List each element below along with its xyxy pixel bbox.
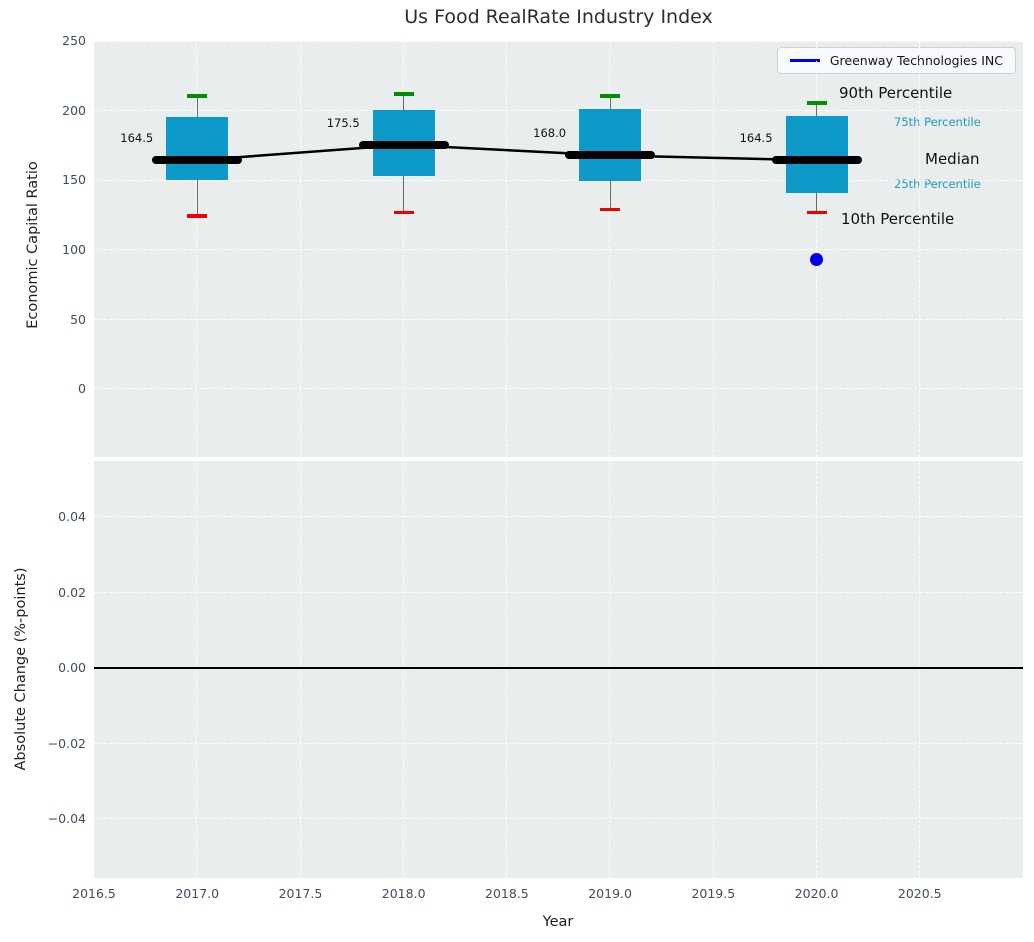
top-axes: Greenway Technologies INC 90th Percentil… [93, 40, 1023, 457]
bottom-y-tick-label: −0.02 [47, 735, 86, 751]
zero-line [94, 667, 1023, 669]
x-tick-label: 2019.5 [691, 886, 736, 901]
gridline-horizontal [94, 179, 1023, 181]
bottom-y-tick-label: 0.00 [58, 660, 86, 676]
legend-label: Greenway Technologies INC [829, 53, 1003, 68]
cap-10th-percentile [187, 214, 208, 218]
cap-10th-percentile [600, 207, 621, 212]
annotation-75th-percentile: 75th Percentile [894, 115, 981, 129]
gridline-vertical [815, 41, 817, 457]
gridline-horizontal [94, 318, 1023, 320]
annotation-10th-percentile: 10th Percentile [841, 210, 955, 228]
gridline-vertical [299, 461, 301, 878]
cap-10th-percentile [393, 210, 414, 215]
top-y-tick-label: 50 [70, 311, 86, 327]
median-bar [565, 151, 656, 160]
iqr-box [785, 115, 848, 193]
gridline-vertical [402, 461, 404, 878]
gridline-vertical [299, 41, 301, 457]
median-value-label: 164.5 [120, 131, 154, 146]
gridline-vertical [196, 461, 198, 878]
gridline-vertical [93, 461, 95, 878]
x-tick-label: 2019.0 [588, 886, 632, 901]
gridline-horizontal [94, 742, 1023, 744]
gridline-vertical [815, 461, 817, 878]
cap-90th-percentile [393, 92, 414, 96]
median-value-label: 168.0 [533, 126, 567, 141]
median-bar [771, 156, 862, 165]
gridline-vertical [712, 41, 714, 457]
top-y-tick-label: 100 [62, 241, 86, 257]
cap-90th-percentile [806, 101, 827, 105]
top-y-tick-label: 200 [62, 102, 86, 118]
gridline-vertical [919, 461, 921, 878]
iqr-box [166, 117, 229, 181]
x-tick-label: 2016.5 [72, 886, 116, 901]
top-y-tick-label: 250 [62, 33, 86, 49]
bottom-y-tick-label: 0.04 [58, 509, 86, 525]
median-value-label: 175.5 [326, 115, 360, 130]
gridline-vertical [506, 461, 508, 878]
company-point [810, 253, 824, 267]
bottom-y-tick-label: −0.04 [47, 811, 86, 827]
x-axis-label: Year [542, 914, 574, 930]
median-trend-line [197, 143, 817, 162]
gridline-vertical [712, 461, 714, 878]
gridline-vertical [609, 41, 611, 457]
bottom-y-tick-label: 0.02 [58, 584, 86, 600]
bottom-axes [93, 461, 1023, 878]
top-y-tick-label: 150 [62, 172, 86, 188]
x-tick-label: 2020.5 [897, 886, 942, 901]
gridline-horizontal [94, 110, 1023, 112]
x-tick-label: 2018.5 [485, 886, 529, 901]
gridline-horizontal [94, 249, 1023, 251]
median-bar [358, 140, 449, 149]
legend-line-sample [789, 59, 820, 62]
annotation-90th-percentile: 90th Percentile [839, 84, 953, 102]
gridline-horizontal [94, 591, 1023, 593]
annotation-median: Median [925, 150, 980, 168]
gridline-vertical [609, 461, 611, 878]
gridline-horizontal [94, 516, 1023, 518]
gridline-vertical [196, 41, 198, 457]
median-value-label: 164.5 [739, 131, 773, 146]
cap-90th-percentile [600, 94, 621, 98]
x-tick-label: 2017.5 [278, 886, 323, 901]
gridline-vertical [919, 41, 921, 457]
iqr-box [579, 109, 642, 182]
gridline-horizontal [94, 40, 1023, 42]
gridline-horizontal [94, 388, 1023, 390]
top-y-tick-label: 0 [78, 381, 86, 397]
gridline-vertical [506, 41, 508, 457]
x-tick-label: 2018.0 [381, 886, 426, 901]
cap-90th-percentile [187, 94, 208, 98]
x-tick-label: 2020.0 [794, 886, 839, 901]
median-bar [152, 156, 243, 165]
chart-title: Us Food RealRate Industry Index [404, 6, 713, 28]
gridline-vertical [93, 41, 95, 457]
x-tick-label: 2017.0 [175, 886, 220, 901]
gridline-horizontal [94, 818, 1023, 820]
cap-10th-percentile [806, 210, 827, 215]
gridline-vertical [402, 41, 404, 457]
